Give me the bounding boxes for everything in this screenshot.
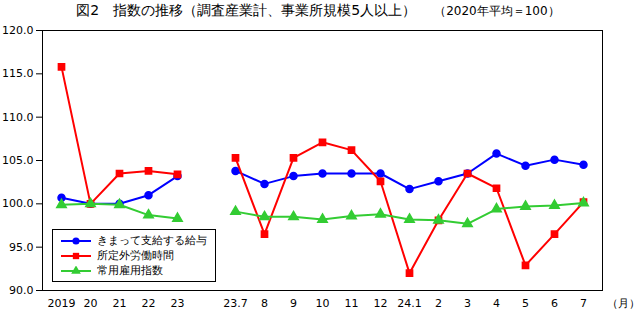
html-text:きまって支給する給与: きまって支給する給与	[97, 234, 207, 247]
html-text:常用雇用指数: 常用雇用指数	[97, 264, 163, 277]
svg-text:95.0: 95.0	[9, 241, 34, 254]
svg-text:2: 2	[435, 297, 442, 310]
svg-text:120.0: 120.0	[2, 24, 34, 37]
svg-text:105.0: 105.0	[2, 154, 34, 167]
svg-text:24.1: 24.1	[397, 297, 422, 310]
svg-text:10: 10	[316, 297, 330, 310]
svg-text:8: 8	[261, 297, 268, 310]
svg-text:22: 22	[142, 297, 156, 310]
svg-text:7: 7	[580, 297, 587, 310]
html-text:所定外労働時間: 所定外労働時間	[97, 249, 174, 262]
svg-text:12: 12	[374, 297, 388, 310]
svg-text:23.7: 23.7	[223, 297, 248, 310]
svg-text:3: 3	[464, 297, 471, 310]
svg-text:110.0: 110.0	[2, 111, 34, 124]
svg-text:5: 5	[522, 297, 529, 310]
html-text:図2 指数の推移（調査産業計、事業所規模5人以上）: 図2 指数の推移（調査産業計、事業所規模5人以上）	[76, 2, 417, 18]
svg-text:100.0: 100.0	[2, 197, 34, 210]
svg-text:2019: 2019	[48, 297, 76, 310]
svg-text:4: 4	[493, 297, 500, 310]
svg-text:21: 21	[113, 297, 127, 310]
svg-text:90.0: 90.0	[9, 284, 34, 297]
svg-text:（月）: （月）	[607, 297, 636, 310]
svg-text:9: 9	[290, 297, 297, 310]
svg-text:6: 6	[551, 297, 558, 310]
svg-text:11: 11	[345, 297, 359, 310]
svg-text:23: 23	[171, 297, 185, 310]
svg-text:115.0: 115.0	[2, 67, 34, 80]
html-text:（2020年平均＝100）: （2020年平均＝100）	[434, 3, 560, 18]
svg-text:20: 20	[84, 297, 98, 310]
